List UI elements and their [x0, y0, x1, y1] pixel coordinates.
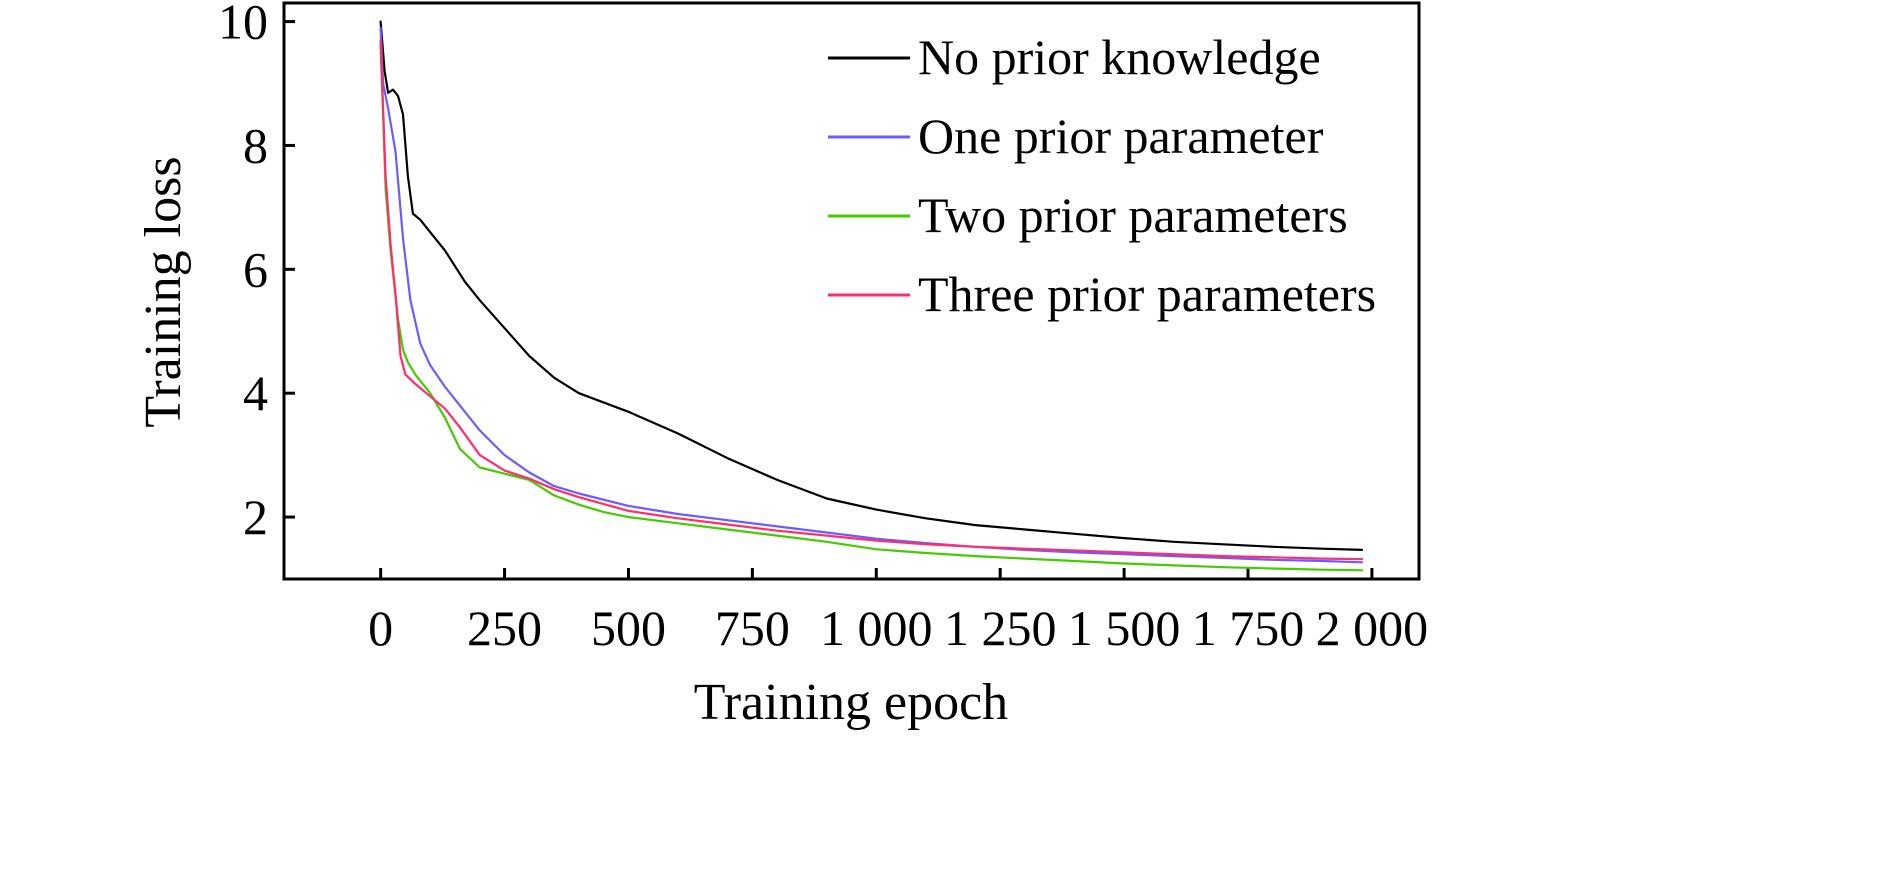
legend-label-4: Three prior parameters — [918, 266, 1376, 322]
series-line-2 — [379, 26, 1364, 564]
x-tick-label: 1 750 — [1192, 600, 1305, 656]
series-line-3 — [379, 45, 1364, 572]
y-tick-label: 4 — [243, 365, 268, 421]
y-tick-label: 6 — [243, 241, 268, 297]
x-axis-label: Training epoch — [694, 674, 1008, 731]
x-tick-label: 1 500 — [1068, 600, 1181, 656]
x-tick-label: 0 — [368, 600, 393, 656]
plot-area: 0 250 500 750 1 000 1 250 1 500 1 750 2 000 2 4 6 8 1… — [218, 0, 1428, 656]
series-line-4 — [379, 39, 1364, 561]
x-tick-label: 2 000 — [1316, 600, 1429, 656]
x-tick-label: 500 — [591, 600, 666, 656]
y-axis-label: Training loss — [135, 156, 192, 427]
x-tick-label: 250 — [467, 600, 542, 656]
x-tick-label: 1 250 — [944, 600, 1057, 656]
plot-frame — [282, 1, 1421, 581]
y-tick-label: 2 — [243, 489, 268, 545]
series-line-1 — [379, 20, 1364, 551]
legend-label-3: Two prior parameters — [918, 187, 1348, 243]
x-tick-label: 750 — [715, 600, 790, 656]
legend-label-1: No prior knowledge — [918, 29, 1321, 85]
y-tick-label: 10 — [218, 0, 268, 50]
legend-label-2: One prior parameter — [918, 108, 1324, 164]
x-tick-label: 1 000 — [820, 600, 933, 656]
y-tick-label: 8 — [243, 117, 268, 173]
